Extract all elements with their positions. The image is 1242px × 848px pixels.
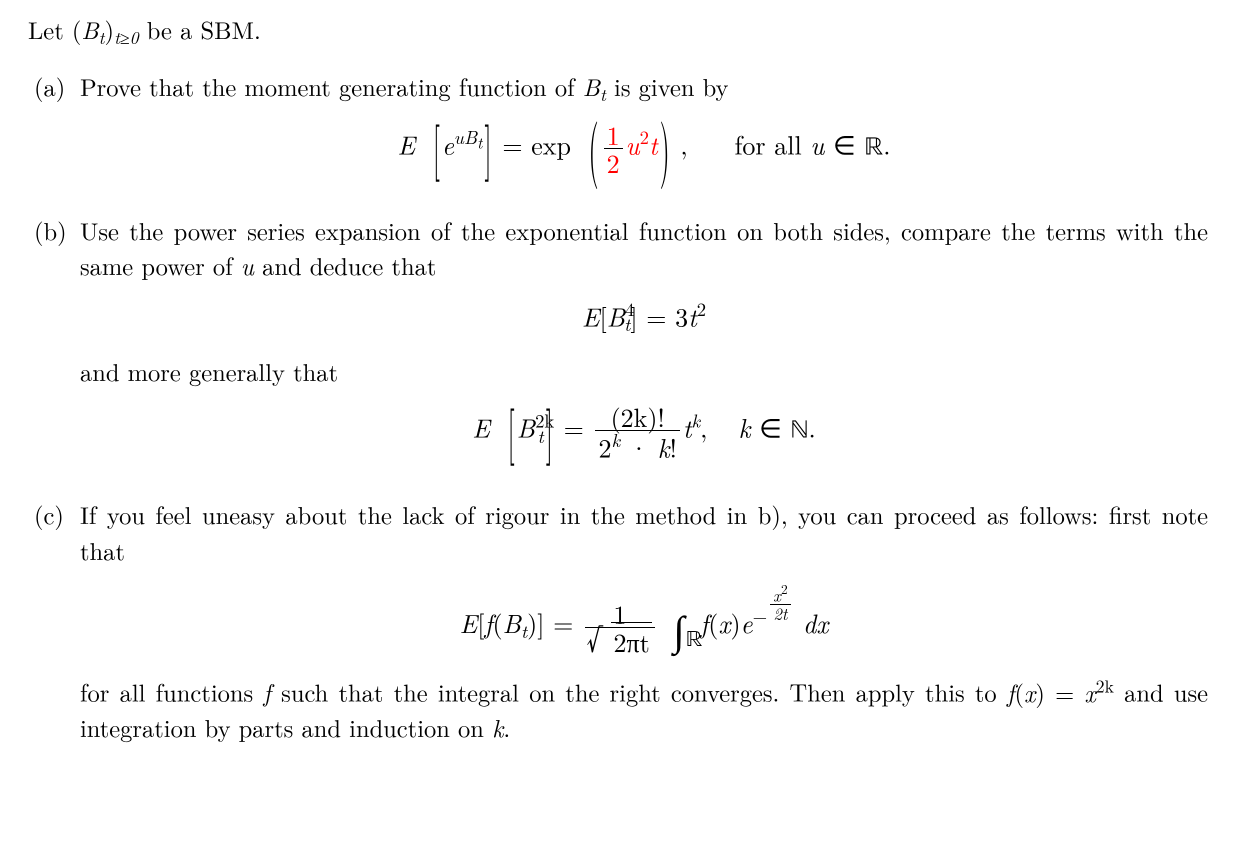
marker-b: (b): [28, 213, 80, 479]
equals-exp: = exp: [494, 125, 571, 162]
item-b: (b) Use the power series expansion of th…: [28, 213, 1208, 479]
u: u: [810, 125, 824, 162]
item-a: (a) Prove that the moment generating fun…: [28, 69, 1208, 195]
left-bracket: [: [508, 394, 515, 463]
period: .: [883, 125, 890, 162]
frac-den: 2k · k!: [595, 431, 679, 461]
dx: dx: [794, 604, 829, 641]
left-paren: (: [1014, 675, 1024, 710]
equation-b4: E[B4t] = 3t2: [80, 298, 1208, 336]
body-a: Prove that the moment generating functio…: [80, 69, 1208, 195]
comma: ,: [672, 125, 688, 162]
t: t: [688, 297, 697, 334]
left-paren: (: [589, 105, 599, 186]
sup-2: 2: [640, 124, 649, 150]
right-paren: ): [527, 604, 537, 641]
b-prompt-1: Use the power series expansion of the ex…: [80, 213, 1208, 284]
body-b: Use the power series expansion of the ex…: [80, 213, 1208, 479]
sup-2: 2: [697, 296, 706, 322]
right-bracket: ]: [630, 297, 637, 334]
sup-sub-t: t: [477, 131, 482, 154]
left-bracket: [: [433, 111, 440, 180]
right-bracket: ]: [537, 604, 544, 641]
frac-den: 2πt: [585, 628, 655, 655]
right-paren: ): [1035, 675, 1045, 710]
f: f: [263, 675, 271, 710]
text: such that the integral on the right conv…: [271, 675, 1007, 710]
x: x: [718, 604, 730, 641]
right-paren: ): [730, 604, 740, 641]
comma: ,: [700, 409, 707, 446]
a-prompt: Prove that the moment generating functio…: [80, 69, 1208, 108]
period: .: [503, 710, 510, 745]
text: and deduce that: [254, 248, 436, 283]
exp-superscript: −x22t: [753, 603, 794, 629]
right-bracket: ]: [546, 394, 553, 463]
equation-b2k: E[B2kt] = (2k)!2k · k!tk,k ∈ ℕ.: [80, 403, 1208, 461]
text: for all functions: [80, 675, 263, 710]
in: ∈: [750, 409, 790, 446]
left-paren: (: [708, 604, 718, 641]
intro-paragraph: Let (Bt)t≥0 be a SBM.: [28, 12, 1208, 51]
left-bracket: [: [600, 297, 607, 334]
subscript-cond: t≥0: [114, 25, 139, 50]
item-c: (c) If you feel uneasy about the lack of…: [28, 497, 1208, 756]
B: B: [517, 409, 535, 446]
integral-icon: ∫ℝ: [673, 604, 684, 654]
equation-c-integral: E[f(Bt)] = 12πt∫ℝf(x)e−x22t dx: [80, 582, 1208, 655]
equals: =: [545, 604, 583, 641]
in: ∈: [824, 125, 864, 162]
equals: =: [555, 409, 593, 446]
t: t: [649, 125, 658, 162]
left-paren: (: [493, 604, 503, 641]
period: .: [808, 409, 815, 446]
integral-domain: ℝ: [686, 628, 703, 655]
text: Let (: [28, 12, 81, 47]
marker-c: (c): [28, 497, 80, 756]
text: be a SBM.: [139, 12, 261, 47]
marker-a: (a): [28, 69, 80, 195]
real-numbers: ℝ: [864, 135, 883, 161]
sup-u: u: [454, 124, 464, 150]
frac-den: 2: [604, 149, 623, 176]
sup-B: B: [464, 124, 477, 150]
e: e: [741, 604, 753, 641]
x: x: [1024, 675, 1035, 710]
right-paren: ): [660, 105, 670, 186]
f: f: [485, 604, 493, 641]
B: B: [503, 604, 521, 641]
c-prompt-2: for all functions f such that the integr…: [80, 673, 1208, 746]
text: ): [105, 12, 115, 47]
u: u: [626, 125, 640, 162]
for-all: for all: [734, 125, 810, 162]
x: x: [1084, 675, 1095, 710]
E: E: [472, 409, 490, 446]
equals-3: = 3: [638, 297, 689, 334]
E: E: [582, 297, 600, 334]
right-bracket: ]: [484, 111, 491, 180]
E: E: [397, 125, 415, 162]
sup-2k: 2k: [1096, 673, 1114, 698]
body-c: If you feel uneasy about the lack of rig…: [80, 497, 1208, 756]
equation-mgf: E[euBt] = exp(12u2t) ,for all u ∈ ℝ.: [80, 121, 1208, 177]
sub-t: t: [537, 423, 543, 449]
page: Let (Bt)t≥0 be a SBM. (a) Prove that the…: [0, 0, 1242, 848]
left-bracket: [: [477, 604, 484, 641]
b-more: and more generally that: [80, 354, 1208, 390]
u: u: [241, 248, 254, 283]
e: e: [442, 125, 454, 162]
frac-num: (2k)!: [595, 403, 679, 431]
sup-k: k: [691, 407, 700, 433]
text: Prove that the moment generating functio…: [80, 69, 583, 104]
E: E: [460, 604, 478, 641]
c-prompt-1: If you feel uneasy about the lack of rig…: [80, 497, 1208, 568]
natural-numbers: ℕ: [790, 419, 808, 445]
B: B: [607, 297, 625, 334]
var-B: B: [81, 12, 98, 47]
k: k: [492, 710, 503, 745]
k: k: [739, 409, 751, 446]
equals: =: [1045, 675, 1085, 710]
